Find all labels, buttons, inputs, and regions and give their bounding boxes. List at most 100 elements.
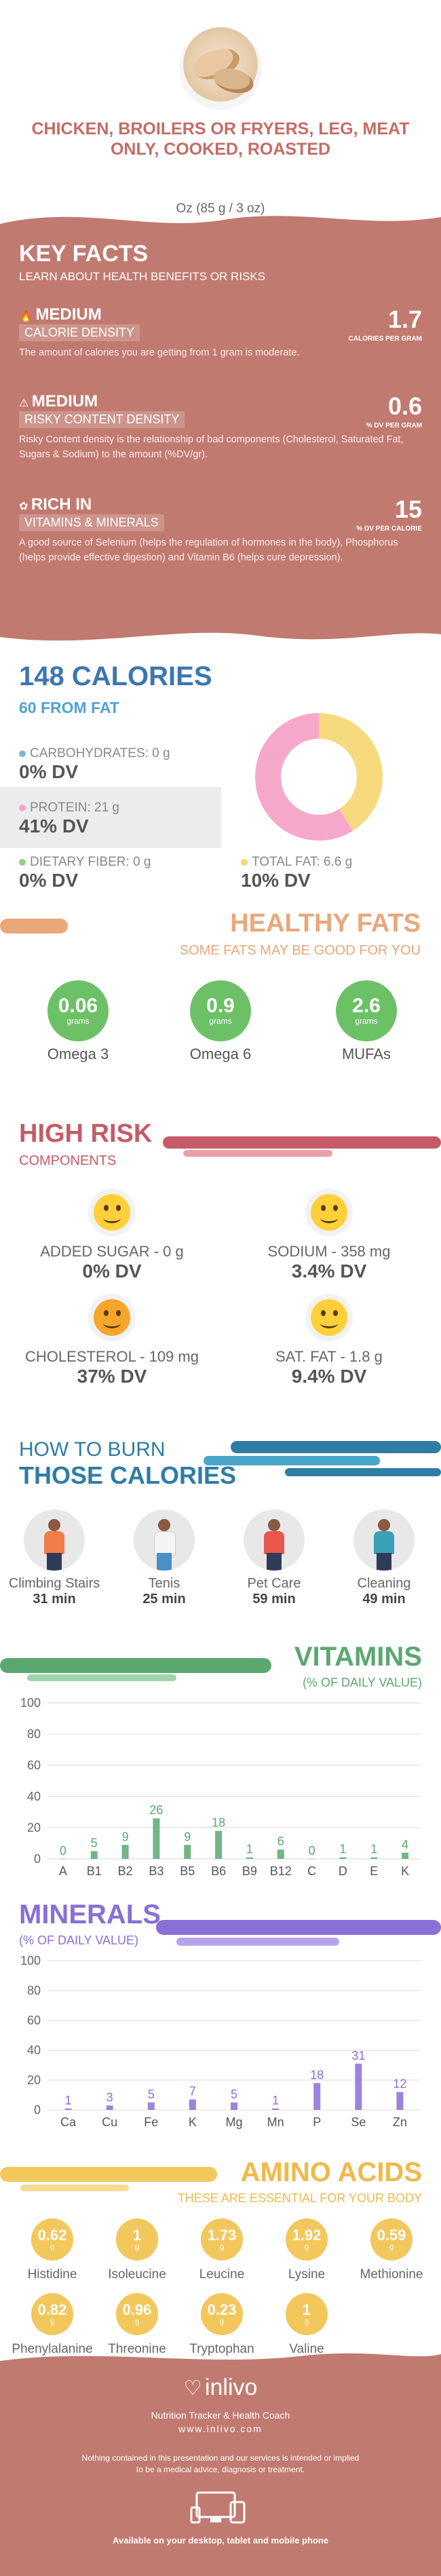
- x-tick-label: K: [189, 2115, 197, 2129]
- nutrient-protein: PROTEIN: 21 g 41% DV: [19, 801, 216, 837]
- x-tick-label: Fe: [144, 2115, 158, 2129]
- nutrient-carbohydrates: CARBOHYDRATES: 0 g 0% DV: [19, 746, 216, 783]
- y-tick-label: 0: [34, 2103, 41, 2117]
- vitamins-subtitle: (% OF DAILY VALUE): [302, 1676, 422, 1689]
- amino-badge: 0.23 g: [201, 2293, 243, 2335]
- y-tick-label: 60: [27, 2014, 41, 2027]
- nutrient-label: DIETARY FIBER: 0 g: [30, 855, 151, 869]
- fat-dot-icon: [241, 858, 248, 866]
- decor-stripes: [156, 1920, 441, 1946]
- minerals-bar-chart: 0 20 40 60 80 100 1 Ca 3 Cu 5 Fe 7 K 5 Mg 1 Mn 18 P 31 Se 12 Zn: [20, 1954, 421, 2129]
- brand-name: inlivo: [204, 2375, 258, 2400]
- flame-icon: 🔥: [19, 311, 33, 322]
- nutrient-label: PROTEIN: 21 g: [30, 801, 119, 815]
- smiley-icon: [311, 1299, 347, 1336]
- footer-url[interactable]: www.inlivo.com: [178, 2423, 263, 2434]
- amino-histidine: 0.62 g Histidine: [9, 2218, 96, 2282]
- high-risk-title: HIGH RISK: [19, 1119, 153, 1148]
- data-label: 18: [212, 1816, 225, 1830]
- healthy-fats-title: HEALTHY FATS: [230, 909, 421, 938]
- calories-section: 148 CALORIES 60 FROM FAT CARBOHYDRATES: …: [0, 651, 441, 909]
- header: CHICKEN, BROILERS OR FRYERS, LEG, MEAT O…: [0, 0, 441, 197]
- vitamins-bar-chart: 0 20 40 60 80 100 0 A 5 B1 9 B2 26 B3 9 B5 18 B6 1 B9 6 B12 0 C…: [20, 1696, 421, 1878]
- warning-icon: ⚠: [19, 398, 29, 409]
- x-tick-label: B5: [180, 1864, 195, 1878]
- risk-sat-fat: SAT. FAT - 1.8 g 9.4% DV: [220, 1299, 438, 1387]
- data-label: 0: [60, 1844, 66, 1858]
- nutrient-dv: 0% DV: [19, 761, 79, 782]
- fact-level: RICH IN: [31, 495, 92, 514]
- y-tick-label: 80: [27, 1727, 41, 1741]
- amino-subtitle: THESE ARE ESSENTIAL FOR YOUR BODY: [177, 2191, 422, 2205]
- amino-value: 1: [132, 2227, 142, 2244]
- x-tick-label: B6: [211, 1864, 226, 1878]
- x-tick-label: P: [313, 2115, 321, 2129]
- calories-from-fat: 60 FROM FAT: [19, 699, 119, 716]
- x-tick-label: A: [59, 1864, 67, 1878]
- amino-unit: g: [134, 2318, 140, 2326]
- fact-calorie-density: 🔥 MEDIUM CALORIE DENSITY 1.7 CALORIES PE…: [19, 305, 422, 360]
- bar-Zn: [396, 2092, 404, 2110]
- stairs-icon: [24, 1510, 85, 1571]
- fat-value: 2.6: [352, 995, 381, 1017]
- nutrient-dv: 10% DV: [241, 870, 311, 891]
- healthy-fats-subtitle: SOME FATS MAY BE GOOD FOR YOU: [179, 943, 421, 958]
- nutrient-dv: 41% DV: [19, 815, 89, 837]
- nutrient-label: TOTAL FAT: 6.6 g: [252, 855, 353, 869]
- activity-tennis: Tenis 25 min: [117, 1510, 212, 1607]
- high-risk-subtitle: COMPONENTS: [19, 1153, 117, 1168]
- y-tick-label: 60: [27, 1758, 41, 1772]
- mop-icon: [353, 1510, 415, 1571]
- risk-label: SAT. FAT - 1.8 g: [275, 1348, 383, 1365]
- donut-slice-fat: [255, 713, 383, 841]
- food-image: [179, 27, 262, 110]
- amino-methionine: 0.59 g Methionine: [348, 2218, 435, 2282]
- key-facts-subtitle: LEARN ABOUT HEALTH BENEFITS OR RISKS: [19, 270, 266, 283]
- data-label: 12: [393, 2077, 406, 2091]
- fat-value: 0.9: [206, 995, 235, 1017]
- amino-unit: g: [50, 2243, 55, 2251]
- bar-K: [189, 2099, 196, 2110]
- data-label: 1: [370, 1843, 377, 1856]
- x-tick-label: Mn: [267, 2115, 284, 2129]
- x-tick-label: Cu: [102, 2115, 117, 2129]
- nutrient-total-fat: TOTAL FAT: 6.6 g 10% DV: [241, 855, 438, 891]
- amino-name: Methionine: [360, 2267, 423, 2282]
- amino-name: Valine: [289, 2342, 324, 2356]
- x-tick-label: B12: [270, 1864, 292, 1878]
- amino-title: AMINO ACIDS: [240, 2157, 422, 2187]
- activity-time: 49 min: [362, 1592, 406, 1607]
- amino-name: Phenylalanine: [12, 2342, 93, 2356]
- bar-Ca: [64, 2108, 72, 2110]
- amino-name: Leucine: [199, 2267, 245, 2282]
- minerals-subtitle: (% OF DAILY VALUE): [19, 1934, 139, 1947]
- tennis-icon: [134, 1510, 195, 1571]
- activity-name: Cleaning: [357, 1576, 411, 1591]
- activity-time: 59 min: [252, 1592, 296, 1607]
- fact-value: 0.6: [387, 392, 422, 420]
- data-label: 0: [309, 1844, 315, 1858]
- fact-level: MEDIUM: [35, 305, 102, 324]
- x-tick-label: Mg: [225, 2115, 242, 2129]
- data-label: 5: [231, 2088, 237, 2101]
- amino-tryptophan: 0.23 g Tryptophan: [178, 2293, 265, 2357]
- amino-threonine: 0.96 g Threonine: [94, 2293, 180, 2357]
- decor-stripes: [0, 2167, 217, 2191]
- minerals-title: MINERALS: [19, 1900, 161, 1929]
- fact-value: 1.7: [387, 305, 422, 333]
- bar-B6: [215, 1830, 223, 1859]
- carbs-dot-icon: [19, 750, 26, 757]
- fat-omega3: 0.06 grams Omega 3: [27, 980, 129, 1063]
- fact-category: VITAMINS & MINERALS: [19, 514, 164, 531]
- amino-unit: g: [134, 2243, 140, 2251]
- data-label: 6: [277, 1834, 284, 1848]
- burn-section: HOW TO BURN THOSE CALORIES Climbing Stai…: [0, 1438, 441, 1642]
- wave-divider: [0, 2353, 441, 2368]
- activity-time: 25 min: [142, 1592, 186, 1607]
- amino-unit: g: [50, 2318, 55, 2326]
- nutrient-dv: 0% DV: [19, 870, 79, 891]
- x-tick-label: B9: [242, 1864, 257, 1878]
- wave-divider-bottom: [0, 632, 441, 645]
